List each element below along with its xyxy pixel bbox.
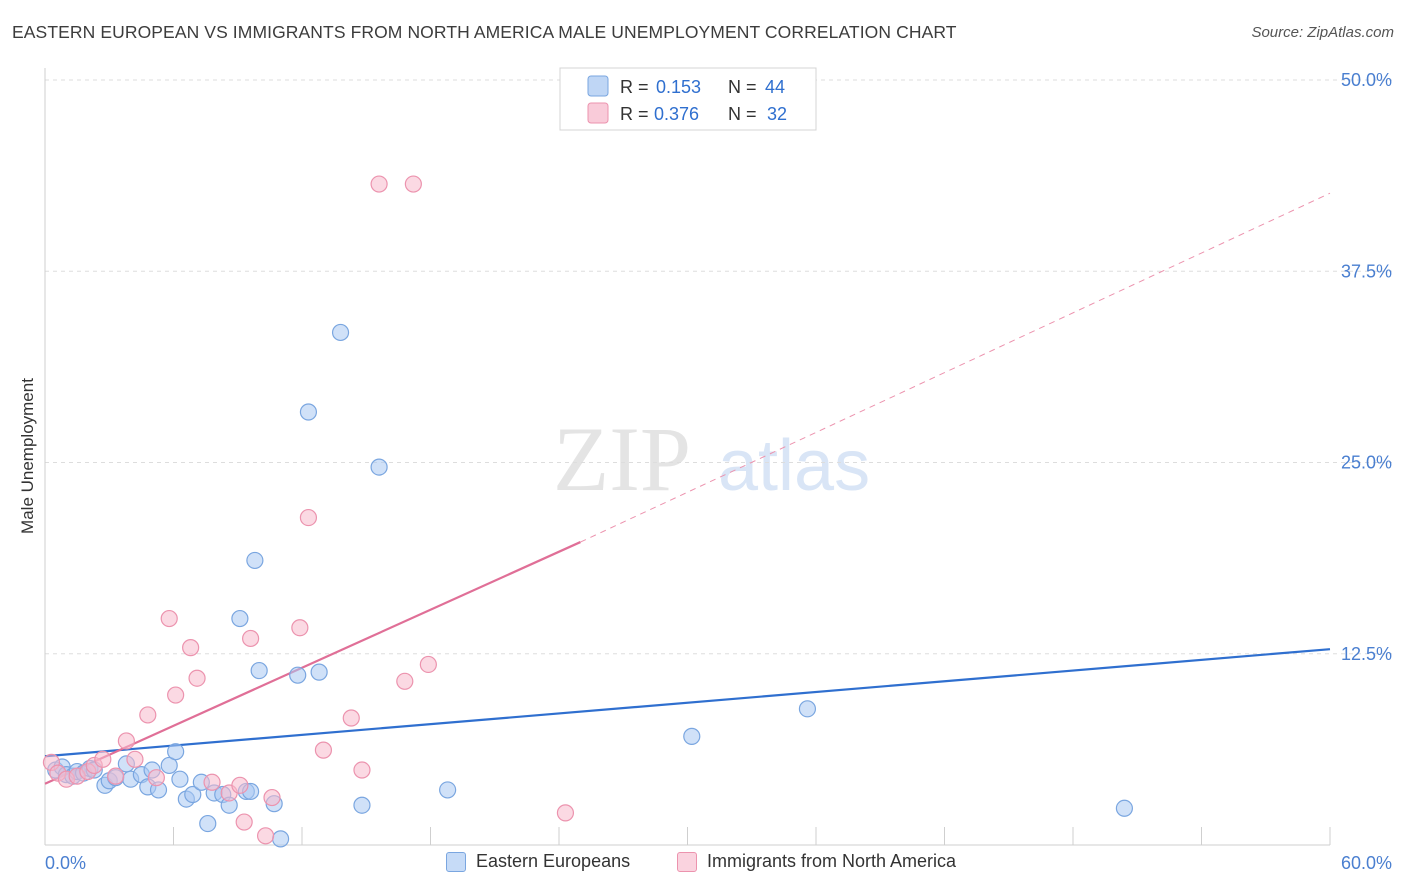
eastern-europeans-point xyxy=(271,830,290,848)
legend-r-label-2: R = xyxy=(620,104,649,124)
legend-swatch-pink xyxy=(677,851,697,872)
eastern-europeans-point xyxy=(331,323,350,342)
north-america-point xyxy=(419,655,437,674)
north-america-point xyxy=(556,804,575,822)
y-tick-label: 37.5% xyxy=(1341,261,1392,281)
north-america-point xyxy=(256,827,275,845)
north-america-point xyxy=(263,788,281,807)
legend-r-label-1: R = xyxy=(620,77,649,97)
eastern-europeans-point xyxy=(231,609,249,628)
eastern-europeans-trend-line xyxy=(44,648,1331,758)
legend-n-value-1: 44 xyxy=(765,77,785,97)
north-america-point xyxy=(188,669,206,687)
north-america-point xyxy=(342,709,360,727)
north-america-point xyxy=(167,686,185,704)
legend-label-eastern-europeans: Eastern Europeans xyxy=(476,851,631,871)
eastern-europeans-point xyxy=(199,814,217,833)
north-america-point xyxy=(147,769,165,787)
north-america-point xyxy=(231,776,249,794)
legend-item-eastern-europeans: Eastern Europeans xyxy=(446,851,630,872)
north-america-point xyxy=(94,750,112,768)
chart-title: EASTERN EUROPEAN VS IMMIGRANTS FROM NORT… xyxy=(12,22,957,42)
eastern-europeans-point xyxy=(171,770,189,788)
eastern-europeans-point xyxy=(439,781,457,799)
north-america-point xyxy=(182,639,200,657)
y-tick-label: 12.5% xyxy=(1341,644,1392,664)
north-america-point xyxy=(353,761,371,779)
north-america-point xyxy=(404,175,422,193)
eastern-europeans-point xyxy=(160,756,178,775)
legend-label-immigrants-north-america: Immigrants from North America xyxy=(707,851,957,871)
tick-labels: 12.5% 25.0% 37.5% 50.0% 0.0% 60.0% xyxy=(45,70,1392,873)
eastern-europeans-point xyxy=(370,458,388,476)
series-legend: Eastern Europeans Immigrants from North … xyxy=(0,851,1406,877)
source-label: Source: ZipAtlas.com xyxy=(1251,24,1394,41)
eastern-europeans-point xyxy=(310,663,328,681)
north-america-point xyxy=(203,773,221,791)
north-america-point xyxy=(242,629,260,648)
watermark: ZIP atlas xyxy=(553,408,870,510)
eastern-europeans-point xyxy=(167,743,185,761)
axes xyxy=(44,68,1331,846)
watermark-zip: ZIP xyxy=(553,408,691,510)
stats-legend: R = 0.153 N = 44 R = 0.376 N = 32 xyxy=(559,67,817,131)
legend-n-label-1: N = xyxy=(728,77,757,97)
legend-r-value-1: 0.153 xyxy=(656,77,701,97)
watermark-atlas: atlas xyxy=(718,426,870,506)
north-america-point xyxy=(396,672,414,690)
north-america-point xyxy=(299,508,318,527)
north-america-point xyxy=(291,619,309,637)
legend-swatch-immigrants-north-america xyxy=(587,102,609,124)
legend-item-immigrants-north-america: Immigrants from North America xyxy=(677,851,956,872)
eastern-europeans-point xyxy=(289,666,307,684)
eastern-europeans-point xyxy=(1115,799,1134,817)
north-america-point xyxy=(126,750,144,768)
north-america-point xyxy=(160,609,178,628)
data-points xyxy=(42,175,1134,848)
eastern-europeans-point xyxy=(299,403,318,421)
north-america-point xyxy=(370,175,388,193)
legend-n-label-2: N = xyxy=(728,104,757,124)
legend-swatch-eastern-europeans xyxy=(587,75,609,97)
north-america-trend-extension xyxy=(580,192,1331,543)
north-america-point xyxy=(117,732,135,750)
x-tick-label-min: 0.0% xyxy=(45,853,86,873)
eastern-europeans-point xyxy=(246,551,264,570)
north-america-point xyxy=(235,813,253,831)
eastern-europeans-point xyxy=(798,700,817,718)
y-tick-label: 25.0% xyxy=(1341,453,1392,473)
legend-r-value-2: 0.376 xyxy=(654,104,699,124)
north-america-point xyxy=(139,706,157,724)
north-america-point xyxy=(314,741,333,759)
eastern-europeans-point xyxy=(184,785,202,804)
grid-lines xyxy=(45,79,1392,655)
north-america-point xyxy=(107,767,125,785)
legend-swatch-blue xyxy=(446,851,466,872)
x-tick-label-max: 60.0% xyxy=(1341,853,1392,873)
eastern-europeans-point xyxy=(353,796,371,814)
y-tick-label: 50.0% xyxy=(1341,70,1392,90)
legend-n-value-2: 32 xyxy=(767,104,787,124)
eastern-europeans-point xyxy=(683,727,701,745)
eastern-europeans-point xyxy=(250,661,268,680)
